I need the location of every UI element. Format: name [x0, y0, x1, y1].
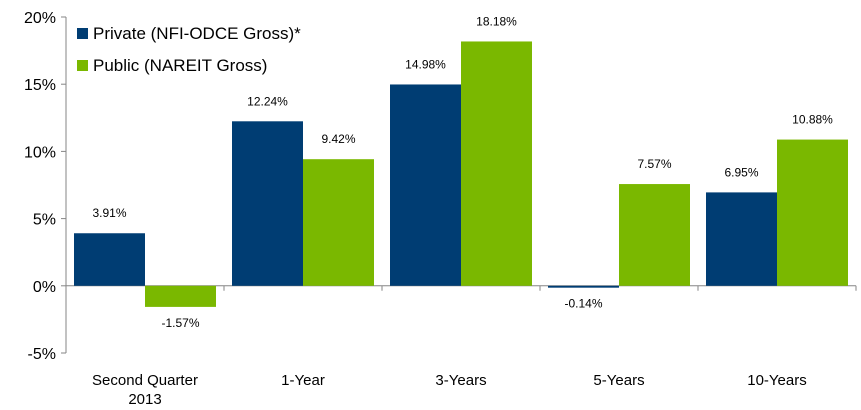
- bar-private: [232, 121, 303, 286]
- data-label: 18.18%: [476, 14, 517, 28]
- legend-label: Private (NFI-ODCE Gross)*: [93, 24, 301, 43]
- y-axis: -5% 0% 5% 10% 15% 20%: [24, 10, 67, 363]
- data-label: 10.88%: [792, 113, 833, 127]
- y-tick-label: 0%: [33, 279, 56, 296]
- category-label: 3-Years: [435, 372, 486, 389]
- bar-public: [619, 184, 690, 286]
- data-label: -0.14%: [564, 297, 602, 311]
- legend: Private (NFI-ODCE Gross)* Public (NAREIT …: [77, 24, 301, 75]
- data-label: -1.57%: [161, 316, 199, 330]
- legend-swatch: [77, 60, 88, 71]
- y-tick-label: 5%: [33, 212, 56, 229]
- y-tick-label: -5%: [28, 346, 56, 363]
- bar-private: [390, 84, 461, 286]
- data-label: 3.91%: [92, 206, 126, 220]
- data-label: 6.95%: [724, 165, 758, 179]
- bars: [74, 41, 848, 307]
- category-label: Second Quarter 2013: [92, 372, 198, 408]
- bar-private: [74, 233, 145, 286]
- legend-swatch: [77, 28, 88, 39]
- category-label: 5-Years: [593, 372, 644, 389]
- bar-public: [303, 159, 374, 286]
- data-label: 9.42%: [321, 132, 355, 146]
- data-label: 12.24%: [247, 94, 288, 108]
- legend-label: Public (NAREIT Gross): [93, 56, 267, 75]
- data-label: 14.98%: [405, 57, 446, 71]
- y-tick-label: 20%: [24, 10, 56, 27]
- y-tick-label: 15%: [24, 77, 56, 94]
- data-label: 7.57%: [637, 157, 671, 171]
- bar-public: [777, 139, 848, 286]
- category-label: 10-Years: [747, 372, 807, 389]
- data-labels: 3.91% -1.57% 12.24% 9.42% 14.98% 18.18% -0.14%…: [92, 14, 833, 329]
- bar-private: [706, 192, 777, 286]
- category-label: 1-Year: [281, 372, 325, 389]
- x-axis: Second Quarter 2013 1-Year 3-Years 5-Years 10…: [66, 285, 857, 408]
- bar-public: [145, 285, 216, 307]
- y-tick-label: 10%: [24, 144, 56, 161]
- bar-public: [461, 41, 532, 286]
- bar-private: [548, 285, 619, 288]
